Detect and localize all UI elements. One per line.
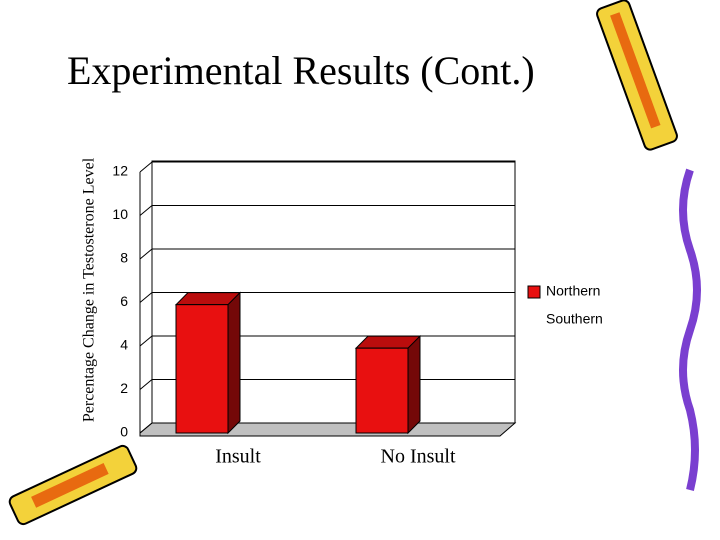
legend-label: Southern — [546, 311, 603, 327]
y-tick-label: 6 — [120, 293, 128, 309]
x-tick-label: No Insult — [381, 446, 456, 468]
bar — [355, 347, 409, 434]
legend-swatch — [528, 314, 540, 326]
y-tick-label: 0 — [120, 424, 128, 440]
y-tick-label: 10 — [112, 206, 128, 222]
bar-side — [227, 291, 241, 435]
grid-line — [139, 205, 515, 216]
y-axis-label: Percentage Change in Testosterone Level — [81, 157, 98, 422]
bar-side — [407, 334, 421, 435]
grid-line — [139, 248, 515, 260]
y-tick-label: 4 — [120, 337, 128, 353]
grid-line — [139, 292, 515, 303]
legend-label: Northern — [546, 283, 600, 299]
y-tick-label: 8 — [120, 250, 128, 266]
chart-title: Experimental Results (Cont.) — [67, 48, 535, 93]
y-tick-label: 2 — [120, 380, 128, 396]
pencil-decoration — [8, 0, 701, 526]
y-tick-label: 12 — [112, 163, 128, 179]
legend-swatch — [527, 285, 541, 299]
bar — [175, 304, 229, 434]
grid-line — [139, 161, 515, 173]
x-tick-label: Insult — [215, 446, 261, 468]
